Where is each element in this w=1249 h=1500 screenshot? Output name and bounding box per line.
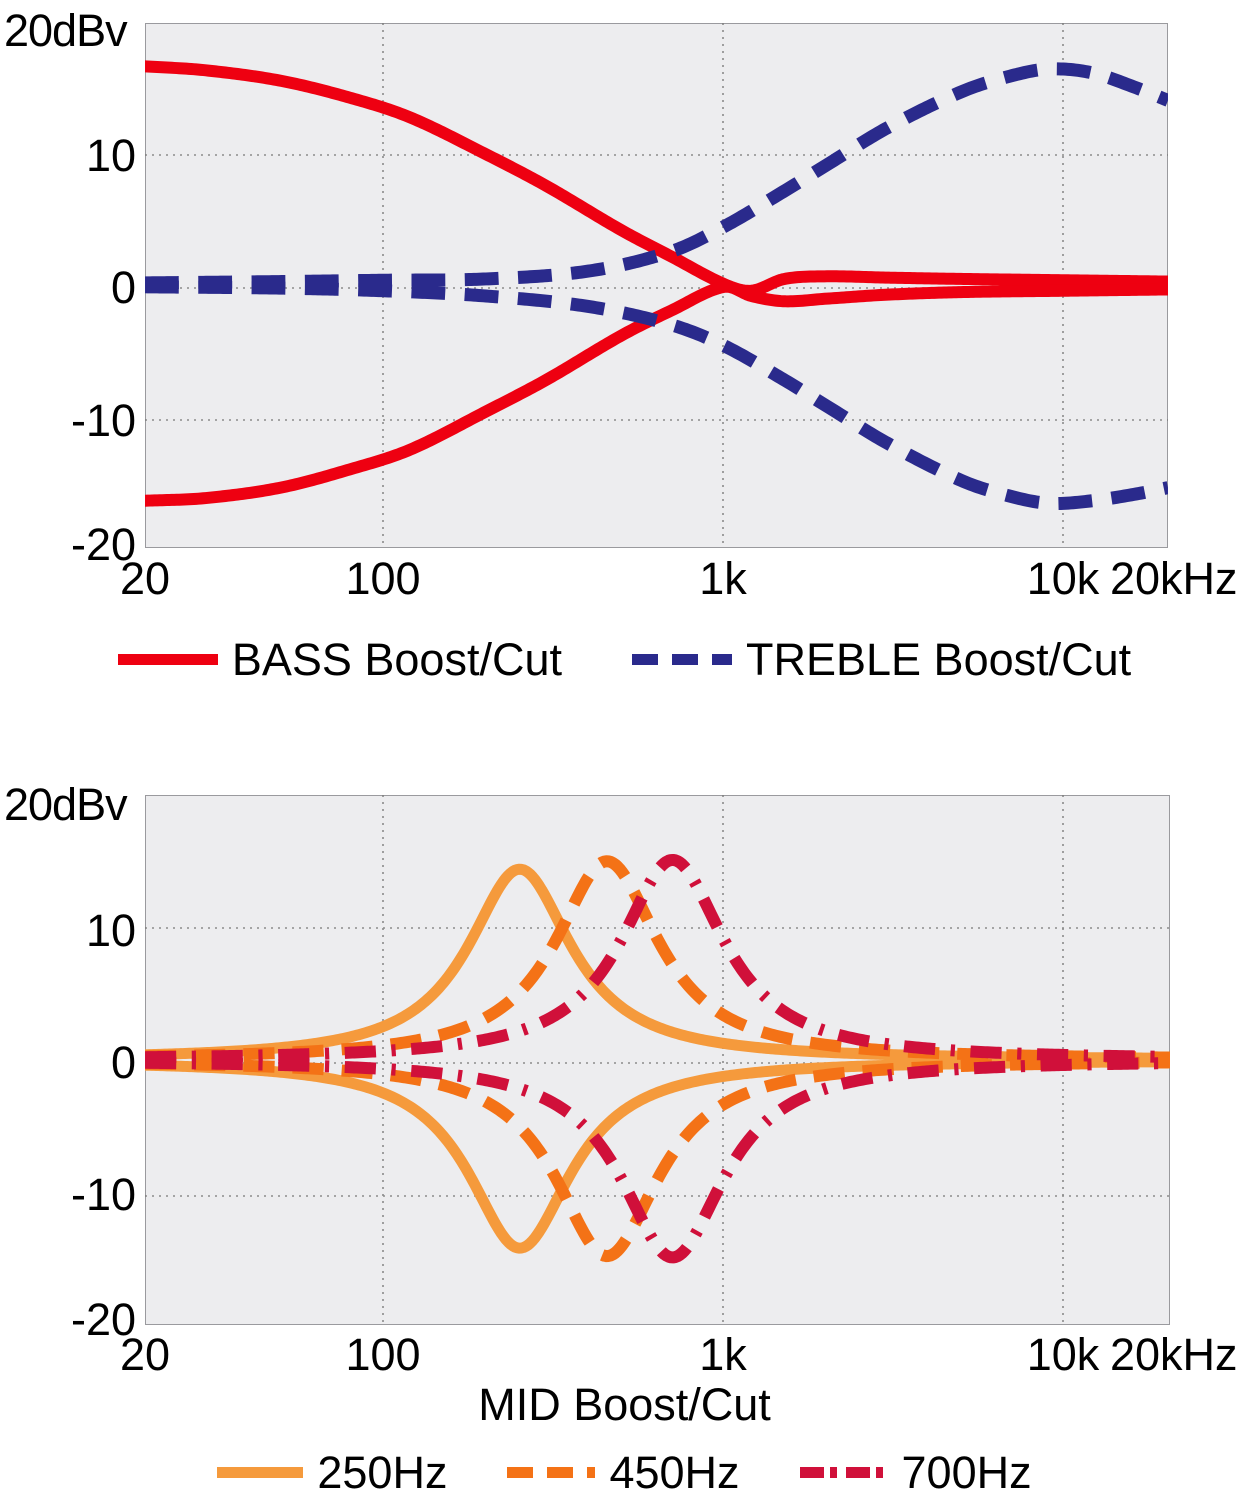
x-tick-20-top: 20 [119,553,171,604]
plot-area-bass-treble [145,23,1168,548]
chart-bass-treble: 20dBv 10 0 -10 -20 20 100 1k 10k 20kHz B… [0,0,1249,700]
gridlines-top [145,23,1168,548]
legend-label-bass: BASS Boost/Cut [231,634,562,685]
x-tick-20khz-top: 20kHz [1110,553,1238,604]
curves-top [145,60,1168,511]
legend-label-450hz: 450Hz [609,1447,740,1498]
y-tick-0-top: 0 [110,262,136,313]
x-tick-20khz-bottom: 20kHz [1110,1329,1238,1380]
y-tick-neg20-bottom: -20 [70,1294,136,1345]
x-tick-1k-top: 1k [699,553,747,604]
legend-label-700hz: 700Hz [901,1447,1032,1498]
legend-swatch-250hz-solid [217,1467,304,1478]
legend-item-250hz[interactable]: 250Hz [217,1450,447,1495]
legend-item-700hz[interactable]: 700Hz [799,1447,1032,1498]
y-axis-unit-label-top: 20dBv [4,5,128,56]
y-tick-10-bottom: 10 [85,905,136,956]
y-tick-neg10-bottom: -10 [70,1169,136,1220]
chart-mid: 20dBv 10 0 -10 -20 20 100 1k 10k 20kHz M… [0,760,1249,1500]
x-tick-10k-top: 10k [1026,553,1100,604]
y-tick-10-top: 10 [85,130,136,181]
x-tick-100-top: 100 [345,553,421,604]
legend-item-450hz[interactable]: 450Hz [507,1447,740,1498]
legend-mid: 250Hz 450Hz 700Hz [0,1450,1249,1495]
y-tick-0-bottom: 0 [110,1037,136,1088]
x-tick-20-bottom: 20 [119,1329,171,1380]
legend-swatch-450hz-dashed [507,1467,596,1478]
x-tick-100-bottom: 100 [345,1329,421,1380]
curves-bottom [145,853,1170,1264]
y-tick-neg10-top: -10 [70,395,136,446]
bass-treble-plot-svg [145,23,1168,548]
mid-plot-svg [145,795,1170,1325]
legend-swatch-treble-dashed [632,654,732,665]
legend-item-treble[interactable]: TREBLE Boost/Cut [632,637,1131,682]
legend-item-bass[interactable]: BASS Boost/Cut [117,634,562,685]
legend-swatch-700hz-dashdot [799,1467,888,1478]
y-tick-neg20-top: -20 [70,519,136,570]
x-tick-10k-bottom: 10k [1026,1329,1100,1380]
legend-bass-treble: BASS Boost/Cut TREBLE Boost/Cut [0,637,1249,682]
legend-label-treble: TREBLE Boost/Cut [746,634,1132,685]
legend-label-250hz: 250Hz [317,1447,448,1498]
x-axis-title-mid: MID Boost/Cut [478,1379,771,1430]
plot-area-mid [145,795,1170,1325]
legend-swatch-bass-solid [117,654,218,665]
x-tick-1k-bottom: 1k [699,1329,747,1380]
y-axis-unit-label-bottom: 20dBv [4,779,128,830]
